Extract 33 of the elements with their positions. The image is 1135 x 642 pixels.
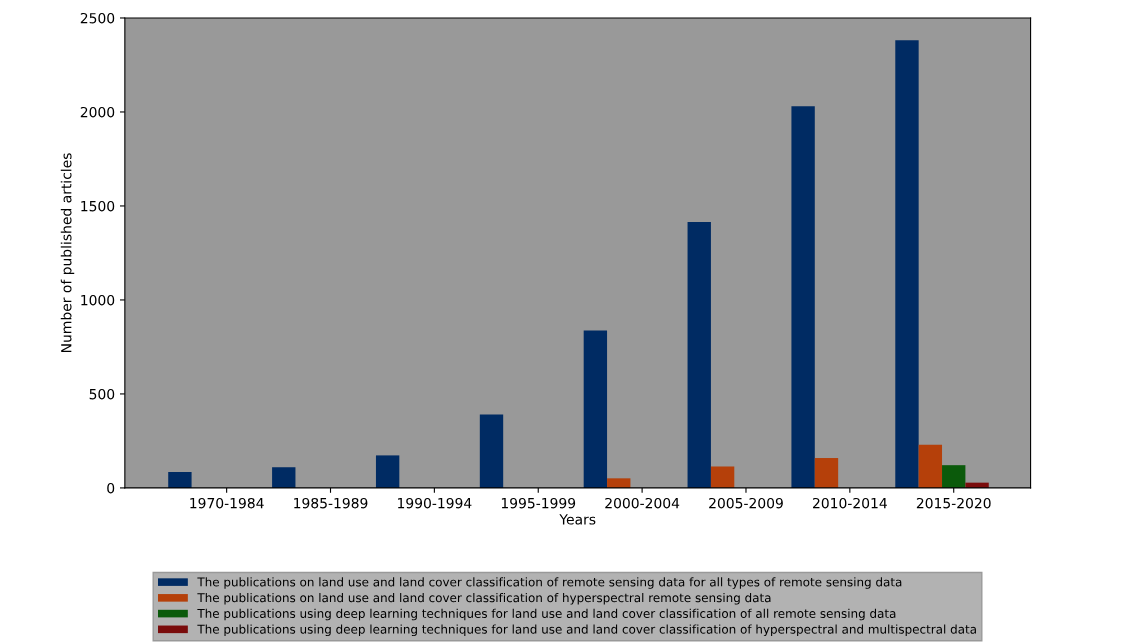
y-tick-label: 1000 — [81, 294, 115, 306]
bar — [272, 467, 296, 488]
x-tick-label: 1985-1989 — [294, 497, 368, 509]
x-tick-label: 1970-1984 — [190, 497, 264, 509]
bar — [918, 444, 943, 488]
bar — [942, 465, 966, 488]
x-tick-label: 2000-2004 — [605, 497, 680, 509]
x-axis-title: Years — [559, 514, 596, 525]
bar — [687, 222, 711, 488]
bar — [895, 40, 919, 488]
y-tick-label: 1500 — [81, 200, 115, 212]
y-tick-label: 0 — [107, 482, 115, 494]
bar — [607, 478, 631, 488]
legend-label: The publications on land use and land cover classification of remote sensing data for all types of remote sensing data — [197, 577, 902, 589]
y-tick-label: 2000 — [80, 106, 115, 118]
x-tick-label: 2010-2014 — [813, 497, 887, 509]
x-tick-label: 2015-2020 — [916, 497, 991, 509]
bar — [375, 455, 400, 488]
y-tick-label: 500 — [89, 388, 115, 400]
y-tick-label: 2500 — [80, 12, 115, 24]
bar — [814, 458, 839, 488]
x-tick-label: 2005-2009 — [709, 497, 783, 509]
bar — [479, 414, 504, 488]
bar — [791, 106, 815, 488]
bar — [583, 330, 608, 488]
x-tick-label: 1995-1999 — [501, 497, 576, 509]
legend-label: The publications on land use and land cover classification of hyperspectral remote sensing data — [197, 592, 771, 605]
bar — [710, 466, 735, 488]
legend-label: The publications using deep learning techniques for land use and land cover classification of hyperspectral and multispectral data — [197, 624, 976, 637]
bar — [168, 471, 192, 488]
legend-label: The publications using deep learning techniques for land use and land cover classification of all remote sensing data — [197, 608, 896, 621]
x-tick-label: 1990-1994 — [398, 497, 472, 509]
y-axis-title: Number of published articles — [60, 153, 75, 352]
